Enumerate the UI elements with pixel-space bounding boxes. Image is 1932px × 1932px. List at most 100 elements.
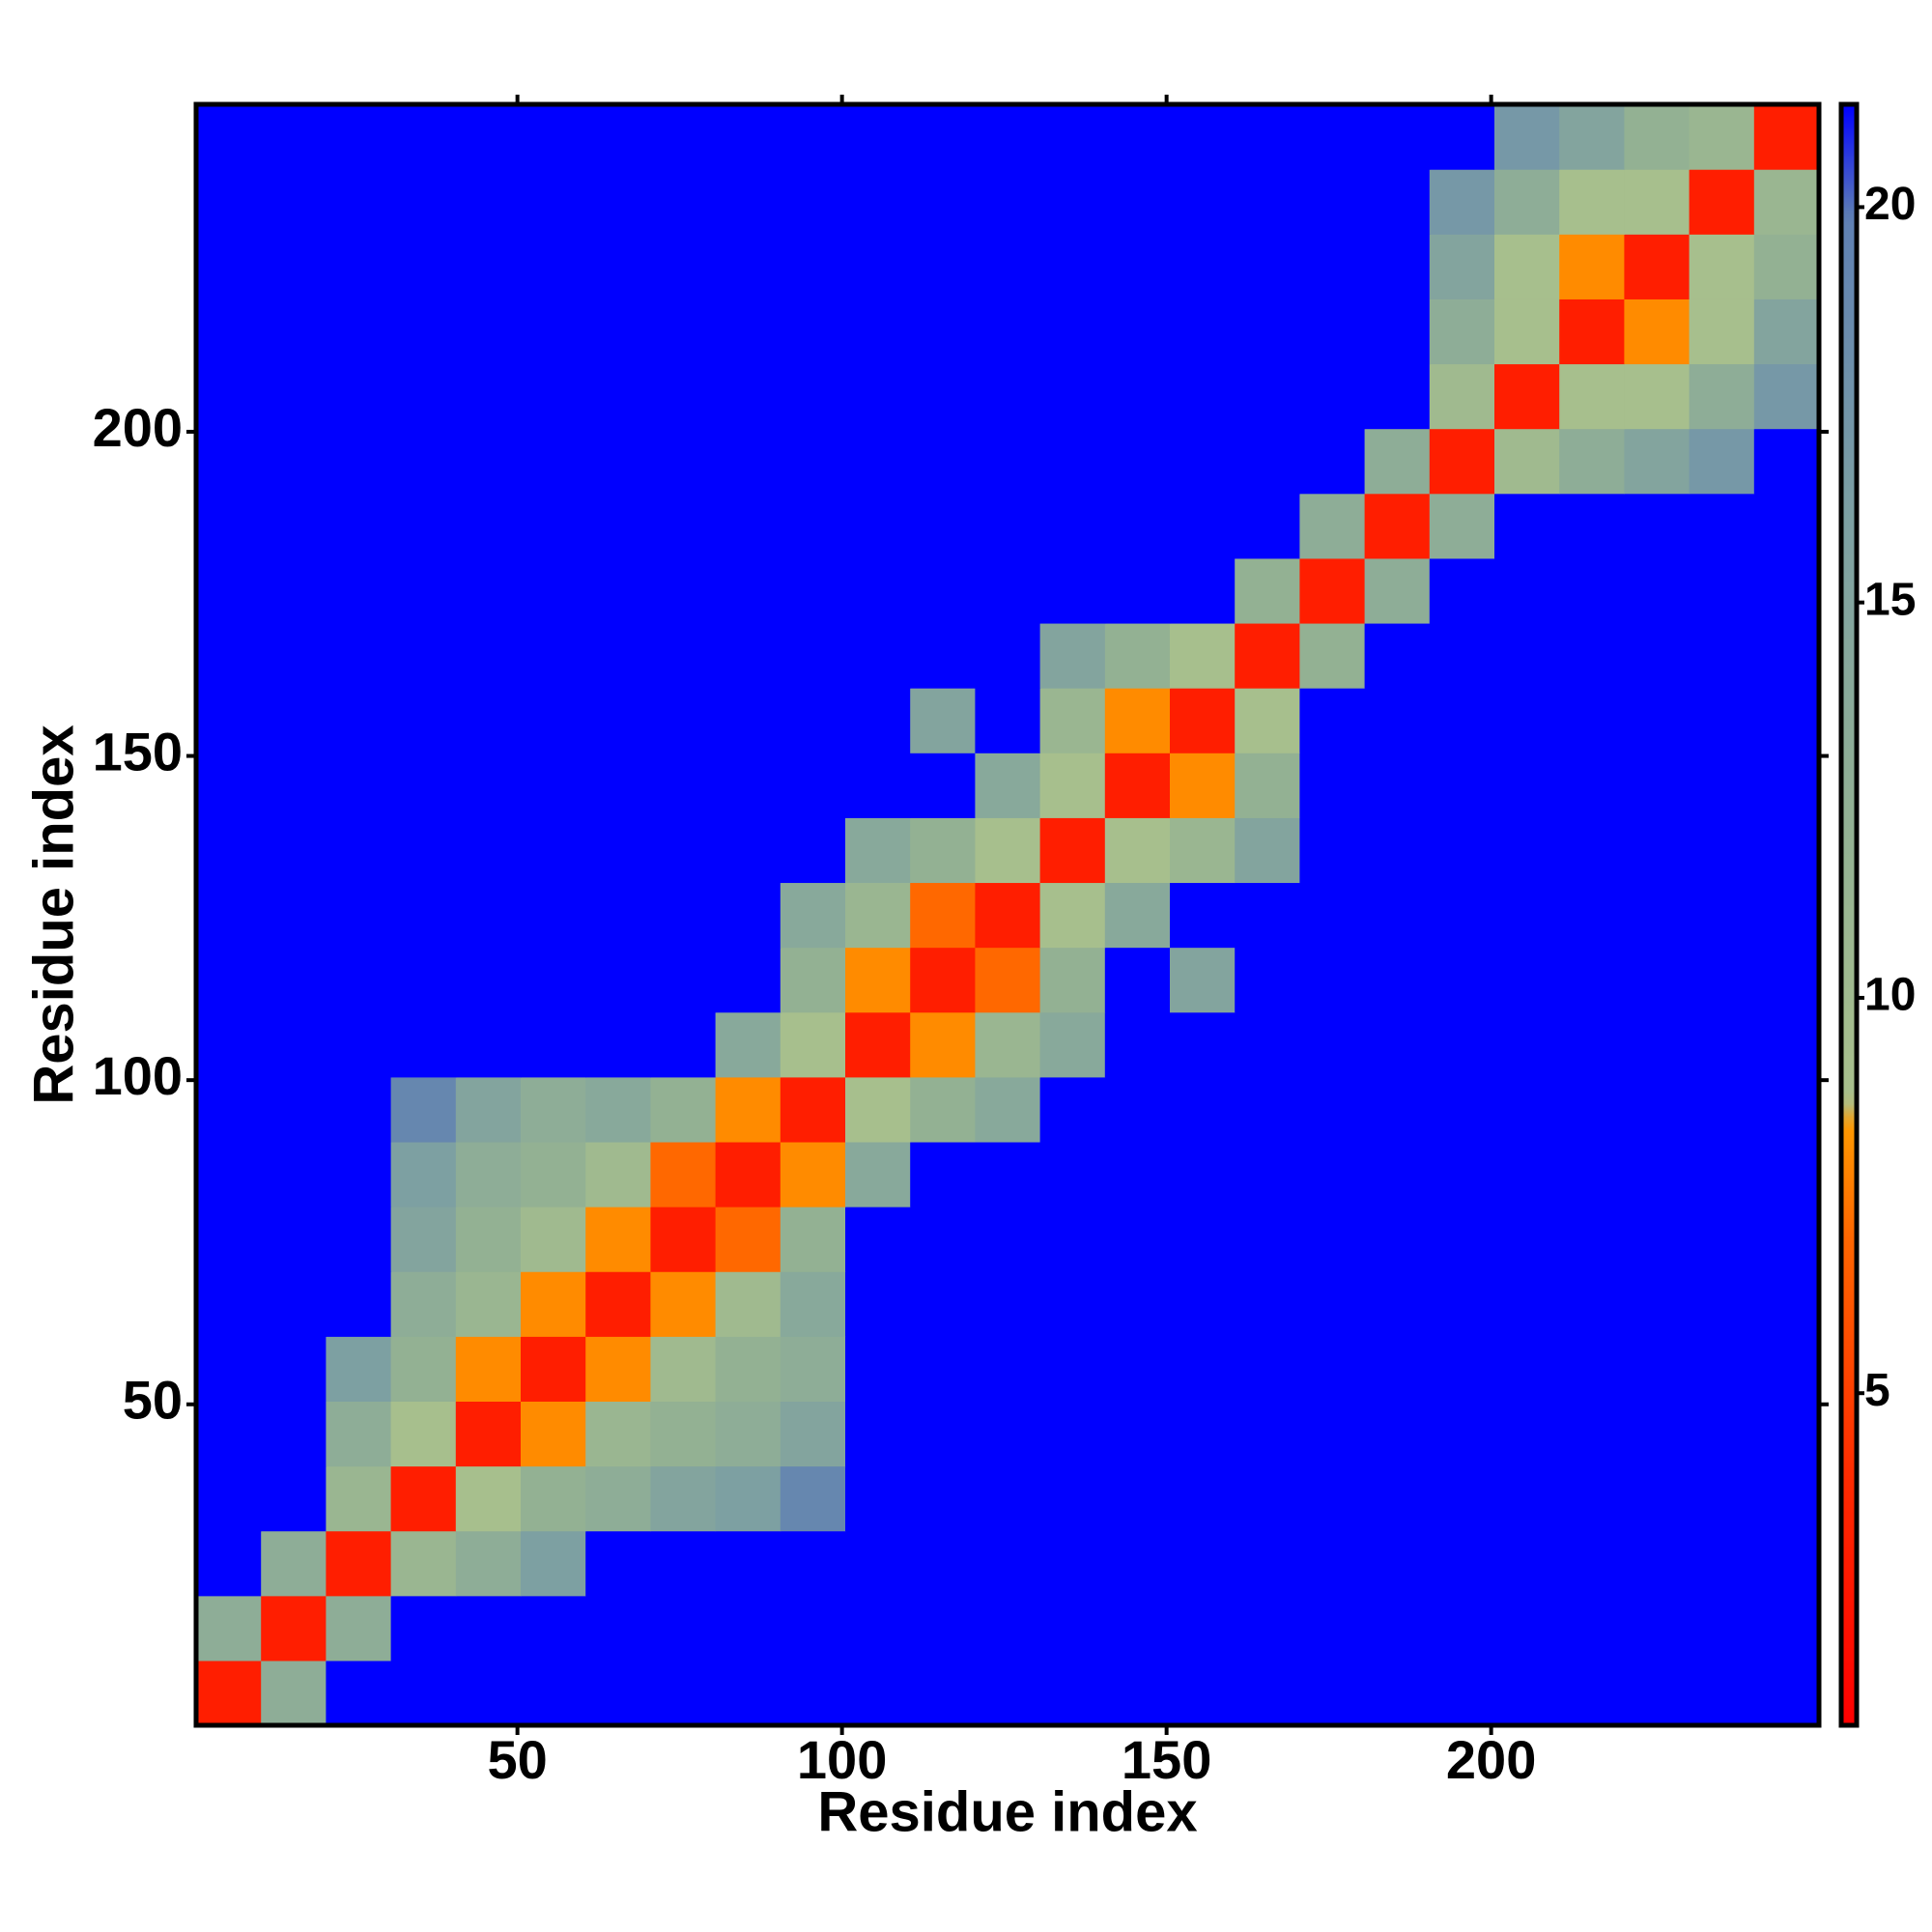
heatmap-cell (910, 1401, 976, 1467)
heatmap-cell (1104, 622, 1171, 689)
heatmap-cell (585, 1465, 651, 1532)
heatmap-cell (455, 234, 522, 299)
heatmap-cell (1364, 817, 1431, 884)
heatmap-cell (326, 493, 392, 559)
heatmap-cell (261, 753, 327, 818)
heatmap-cell (196, 234, 262, 299)
heatmap-cell (1364, 1336, 1431, 1402)
heatmap-cell (780, 104, 846, 170)
heatmap-cell (1299, 688, 1366, 753)
heatmap-cell (1559, 947, 1625, 1013)
heatmap-cell (910, 493, 976, 559)
heatmap-cell (1689, 947, 1755, 1013)
heatmap-cell (1299, 753, 1366, 818)
heatmap-cell (261, 363, 327, 430)
heatmap-cell (910, 1336, 976, 1402)
heatmap-cell (1299, 1595, 1366, 1662)
heatmap-cell (845, 1336, 911, 1402)
heatmap-cell (1104, 1141, 1171, 1208)
heatmap-cell (1039, 104, 1106, 170)
heatmap-cell (1559, 753, 1625, 818)
y-tick-label: 100 (93, 1045, 183, 1106)
heatmap-cell (845, 753, 911, 818)
heatmap-cell (1299, 1336, 1366, 1402)
heatmap-cell (1429, 817, 1495, 884)
heatmap-cell (1104, 753, 1171, 818)
heatmap-cell (1364, 557, 1431, 624)
heatmap-cell (261, 1207, 327, 1272)
heatmap-cell (326, 234, 392, 299)
heatmap-cell (1753, 1271, 1820, 1337)
heatmap-cell (455, 882, 522, 949)
heatmap-cell (715, 298, 781, 365)
heatmap-cell (1689, 1207, 1755, 1272)
heatmap-cell (585, 104, 651, 170)
heatmap-cell (455, 557, 522, 624)
heatmap-cell (845, 1076, 911, 1143)
heatmap-cell (1104, 557, 1171, 624)
heatmap-cell (715, 169, 781, 235)
heatmap-cell (1624, 1660, 1690, 1726)
heatmap-cell (1235, 1660, 1300, 1726)
heatmap-cell (715, 1076, 781, 1143)
heatmap-cell (261, 1530, 327, 1597)
heatmap-cell (1753, 1530, 1820, 1597)
heatmap-cell (1039, 298, 1106, 365)
heatmap-cell (1299, 1401, 1366, 1467)
heatmap-cell (1753, 817, 1820, 884)
heatmap-cell (1494, 1207, 1560, 1272)
y-tick-label: 200 (93, 397, 183, 458)
heatmap-cell (1559, 1465, 1625, 1532)
heatmap-cell (845, 622, 911, 689)
heatmap-cell (910, 169, 976, 235)
heatmap-cell (1104, 882, 1171, 949)
heatmap-cell (196, 1207, 262, 1272)
heatmap-cell (196, 882, 262, 949)
x-tick-label: 50 (487, 1729, 547, 1790)
heatmap-cell (1364, 1271, 1431, 1337)
heatmap-cell (196, 169, 262, 235)
heatmap-cell (585, 298, 651, 365)
heatmap-cell (585, 753, 651, 818)
heatmap-cell (521, 817, 586, 884)
heatmap-cell (845, 1011, 911, 1078)
heatmap-cell (196, 1141, 262, 1208)
heatmap-cell (390, 817, 457, 884)
heatmap-cell (845, 493, 911, 559)
heatmap-cell (650, 1660, 717, 1726)
heatmap-cell (196, 1530, 262, 1597)
heatmap-cell (845, 1530, 911, 1597)
heatmap-cell (1753, 298, 1820, 365)
y-tick-label: 150 (93, 721, 183, 781)
heatmap-cell (585, 169, 651, 235)
heatmap-cell (1753, 882, 1820, 949)
heatmap-cell (1235, 169, 1300, 235)
heatmap-cell (455, 1465, 522, 1532)
heatmap-cell (455, 1530, 522, 1597)
heatmap-cell (261, 1465, 327, 1532)
heatmap-cell (521, 688, 586, 753)
heatmap-cell (1689, 1336, 1755, 1402)
heatmap-cell (1364, 688, 1431, 753)
heatmap-cell (196, 817, 262, 884)
heatmap-cell (1494, 557, 1560, 624)
heatmap-cell (585, 1401, 651, 1467)
heatmap-cell (1299, 1011, 1366, 1078)
heatmap-cell (455, 1011, 522, 1078)
heatmap-cell (521, 557, 586, 624)
heatmap-cell (455, 753, 522, 818)
heatmap-cell (1299, 169, 1366, 235)
heatmap-cell (1689, 234, 1755, 299)
heatmap-cell (390, 622, 457, 689)
heatmap-cell (1624, 1271, 1690, 1337)
heatmap-cell (1364, 753, 1431, 818)
heatmap-cell (1494, 363, 1560, 430)
heatmap-cell (1170, 1011, 1236, 1078)
heatmap-cell (585, 882, 651, 949)
heatmap-cell (780, 234, 846, 299)
heatmap-cell (1494, 688, 1560, 753)
heatmap-cell (390, 1076, 457, 1143)
heatmap-cell (910, 363, 976, 430)
heatmap-cell (1364, 1401, 1431, 1467)
heatmap-cell (975, 234, 1041, 299)
